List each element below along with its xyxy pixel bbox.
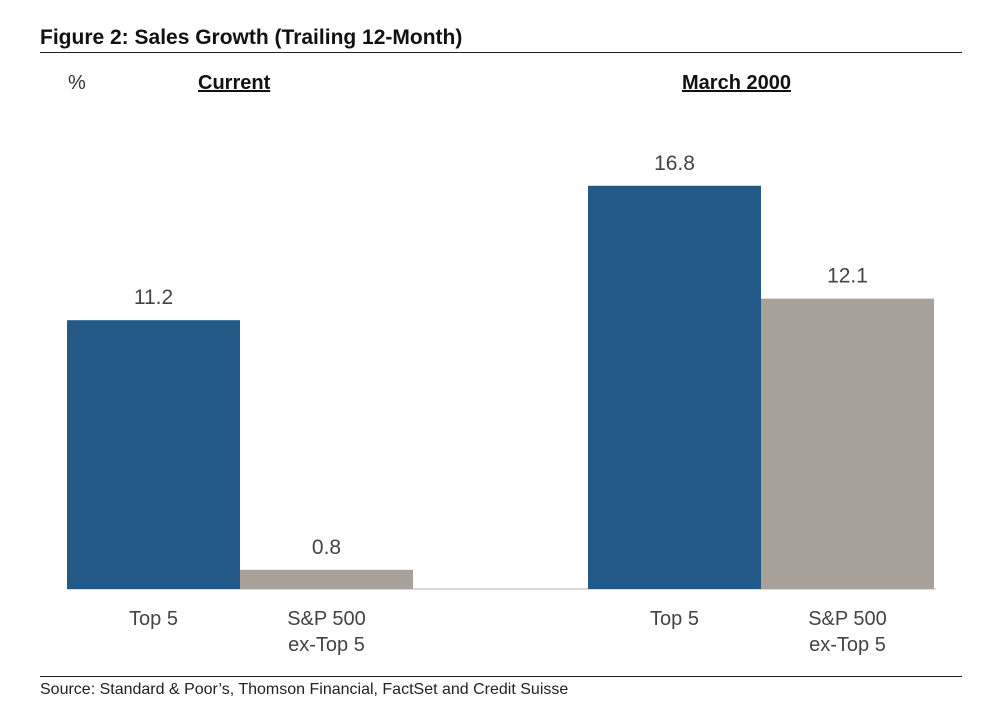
data-label: 11.2 (134, 286, 173, 309)
data-label: 16.8 (654, 152, 695, 175)
data-label: 0.8 (312, 536, 341, 559)
category-label: S&P 500 ex-Top 5 (808, 608, 887, 656)
source-rule (40, 676, 962, 677)
bar-current-top5 (67, 320, 240, 589)
group-title-current: Current (198, 72, 271, 94)
bar-current-sp500-ex-top5 (240, 569, 413, 589)
category-label: Top 5 (129, 608, 178, 630)
y-unit-label: % (68, 72, 86, 94)
bar-march-2000-sp500-ex-top5 (761, 298, 934, 589)
chart-title: Figure 2: Sales Growth (Trailing 12-Mont… (40, 26, 463, 49)
data-label: 12.1 (827, 265, 868, 288)
group-title-march-2000: March 2000 (682, 72, 791, 94)
bar-march-2000-top5 (588, 185, 761, 590)
source-note: Source: Standard & Poor’s, Thomson Finan… (40, 681, 569, 698)
title-rule (40, 52, 962, 53)
category-label: Top 5 (650, 608, 699, 630)
category-label: S&P 500 ex-Top 5 (287, 608, 366, 656)
